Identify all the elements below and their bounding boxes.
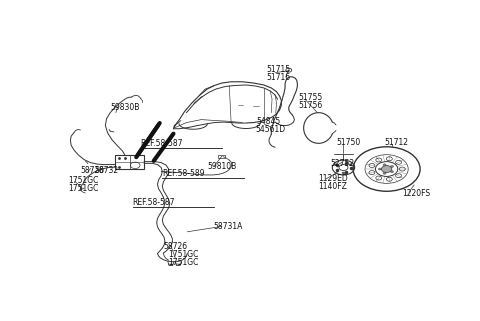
Text: 51755: 51755 bbox=[299, 93, 323, 102]
Text: 59810B: 59810B bbox=[207, 162, 236, 171]
Text: 51715: 51715 bbox=[266, 65, 290, 74]
Text: 1140FZ: 1140FZ bbox=[319, 182, 348, 191]
Text: 1129ED: 1129ED bbox=[319, 174, 348, 183]
Text: 51716: 51716 bbox=[266, 73, 290, 82]
Text: 1751GC: 1751GC bbox=[168, 258, 199, 267]
Text: REF.58-587: REF.58-587 bbox=[132, 198, 175, 207]
Circle shape bbox=[342, 172, 345, 174]
Circle shape bbox=[382, 166, 392, 172]
Circle shape bbox=[383, 172, 386, 174]
Text: 52752: 52752 bbox=[331, 159, 355, 168]
Text: 58726: 58726 bbox=[81, 166, 105, 175]
Text: 51756: 51756 bbox=[299, 101, 323, 110]
Text: 58726: 58726 bbox=[163, 242, 188, 251]
Text: 59830B: 59830B bbox=[110, 103, 140, 112]
Text: 58731A: 58731A bbox=[214, 222, 243, 231]
Circle shape bbox=[391, 165, 394, 167]
Text: 1220FS: 1220FS bbox=[402, 189, 431, 198]
Circle shape bbox=[378, 168, 382, 170]
Text: 54561D: 54561D bbox=[255, 125, 286, 134]
Text: 54845: 54845 bbox=[256, 117, 281, 126]
Circle shape bbox=[383, 164, 386, 166]
Text: 1751GC: 1751GC bbox=[68, 176, 98, 185]
Text: 1751GC: 1751GC bbox=[168, 249, 199, 258]
Text: REF.58-587: REF.58-587 bbox=[140, 139, 182, 148]
Text: 58732: 58732 bbox=[94, 166, 119, 175]
Bar bbox=[115, 155, 144, 169]
Text: 51712: 51712 bbox=[384, 138, 408, 147]
Text: 1751GC: 1751GC bbox=[68, 184, 98, 193]
Text: REF.58-589: REF.58-589 bbox=[162, 169, 205, 178]
Circle shape bbox=[391, 171, 394, 173]
Circle shape bbox=[335, 164, 338, 166]
Bar bbox=[218, 155, 225, 158]
Circle shape bbox=[349, 164, 352, 166]
Text: 51750: 51750 bbox=[336, 138, 360, 147]
